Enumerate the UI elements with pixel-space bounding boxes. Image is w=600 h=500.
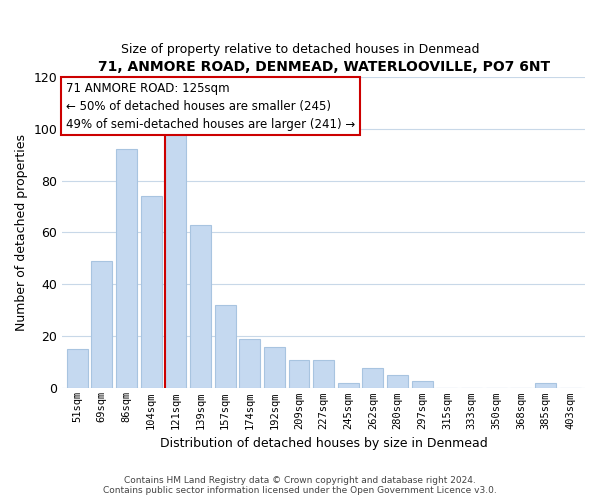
Bar: [91, 261, 112, 388]
X-axis label: Distribution of detached houses by size in Denmead: Distribution of detached houses by size …: [160, 437, 488, 450]
Bar: [215, 305, 236, 388]
Text: Size of property relative to detached houses in Denmead: Size of property relative to detached ho…: [121, 42, 479, 56]
Text: Contains HM Land Registry data © Crown copyright and database right 2024.
Contai: Contains HM Land Registry data © Crown c…: [103, 476, 497, 495]
Text: 71 ANMORE ROAD: 125sqm
← 50% of detached houses are smaller (245)
49% of semi-de: 71 ANMORE ROAD: 125sqm ← 50% of detached…: [66, 82, 355, 131]
Y-axis label: Number of detached properties: Number of detached properties: [15, 134, 28, 331]
Bar: [289, 360, 310, 388]
Bar: [67, 350, 88, 389]
Title: 71, ANMORE ROAD, DENMEAD, WATERLOOVILLE, PO7 6NT: 71, ANMORE ROAD, DENMEAD, WATERLOOVILLE,…: [98, 60, 550, 74]
Bar: [412, 380, 433, 388]
Bar: [140, 196, 161, 388]
Bar: [165, 128, 186, 388]
Bar: [535, 383, 556, 388]
Bar: [338, 383, 359, 388]
Bar: [313, 360, 334, 388]
Bar: [116, 150, 137, 388]
Bar: [387, 376, 408, 388]
Bar: [239, 339, 260, 388]
Bar: [190, 224, 211, 388]
Bar: [362, 368, 383, 388]
Bar: [264, 347, 285, 389]
